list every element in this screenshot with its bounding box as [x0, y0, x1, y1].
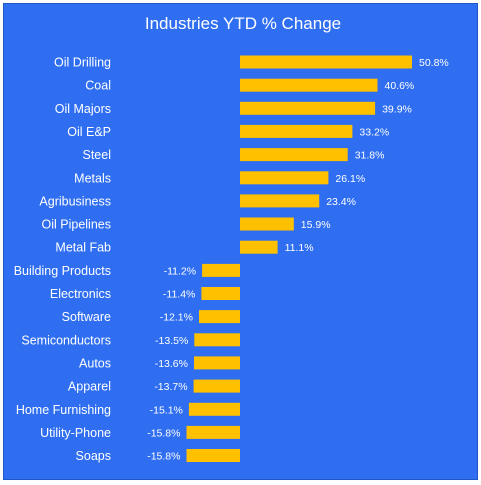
category-label: Metals — [74, 171, 111, 185]
category-label: Electronics — [50, 287, 111, 301]
value-label: -15.8% — [147, 451, 180, 463]
category-label: Soaps — [76, 449, 111, 463]
bar-13 — [194, 356, 240, 370]
bar-8 — [240, 240, 278, 254]
bar-10 — [201, 287, 240, 300]
bar-1 — [240, 78, 378, 92]
bar-12 — [194, 333, 240, 347]
bar-2 — [240, 101, 376, 115]
bar-0 — [240, 55, 412, 69]
value-label: -11.2% — [164, 265, 197, 277]
category-label: Agribusiness — [39, 194, 111, 208]
category-label: Steel — [83, 148, 112, 162]
bar-17 — [186, 449, 240, 462]
value-label: 11.1% — [285, 242, 314, 254]
bar-11 — [199, 310, 240, 324]
bar-3 — [240, 124, 353, 138]
category-label: Semiconductors — [21, 333, 111, 347]
value-label: 31.8% — [355, 150, 385, 162]
chart-title: Industries YTD % Change — [145, 14, 341, 33]
value-label: 33.2% — [359, 126, 389, 138]
category-label: Autos — [79, 356, 111, 370]
bar-7 — [240, 217, 294, 231]
value-label: 23.4% — [326, 196, 356, 208]
value-label: -13.7% — [154, 381, 187, 393]
bar-16 — [186, 425, 240, 439]
value-label: 39.9% — [382, 103, 412, 115]
category-label: Metal Fab — [55, 241, 111, 255]
value-label: -13.6% — [155, 358, 188, 370]
category-label: Oil E&P — [67, 125, 111, 139]
value-label: -13.5% — [155, 335, 188, 347]
category-label: Oil Majors — [55, 102, 111, 116]
value-label: 26.1% — [335, 173, 365, 185]
value-label: 50.8% — [419, 57, 449, 69]
category-labels-group: Oil Drilling Coal Oil Majors Oil E&P Steel Me… — [14, 56, 111, 464]
bar-4 — [240, 148, 348, 162]
value-label: -12.1% — [160, 312, 193, 324]
category-label: Building Products — [14, 264, 111, 278]
category-label: Oil Pipelines — [42, 218, 111, 232]
category-label: Oil Drilling — [54, 56, 111, 70]
category-label: Coal — [85, 79, 111, 93]
value-label: -15.1% — [150, 404, 183, 416]
bars-group — [186, 55, 412, 462]
value-label: -15.8% — [147, 427, 180, 439]
bar-9 — [202, 263, 240, 277]
value-label: -11.4% — [163, 289, 196, 301]
bar-14 — [193, 379, 240, 393]
bar-15 — [188, 402, 240, 416]
value-label: 40.6% — [385, 80, 415, 92]
value-labels-group: 50.8% 40.6% 39.9% 33.2% 31.8% 26.1% 23.4% 15.9%… — [147, 57, 449, 463]
bar-5 — [240, 171, 329, 185]
value-label: 15.9% — [301, 219, 331, 231]
category-label: Software — [62, 310, 111, 324]
category-label: Home Furnishing — [16, 403, 111, 417]
bar-6 — [240, 194, 320, 208]
category-label: Apparel — [68, 380, 111, 394]
category-label: Utility-Phone — [40, 426, 111, 440]
